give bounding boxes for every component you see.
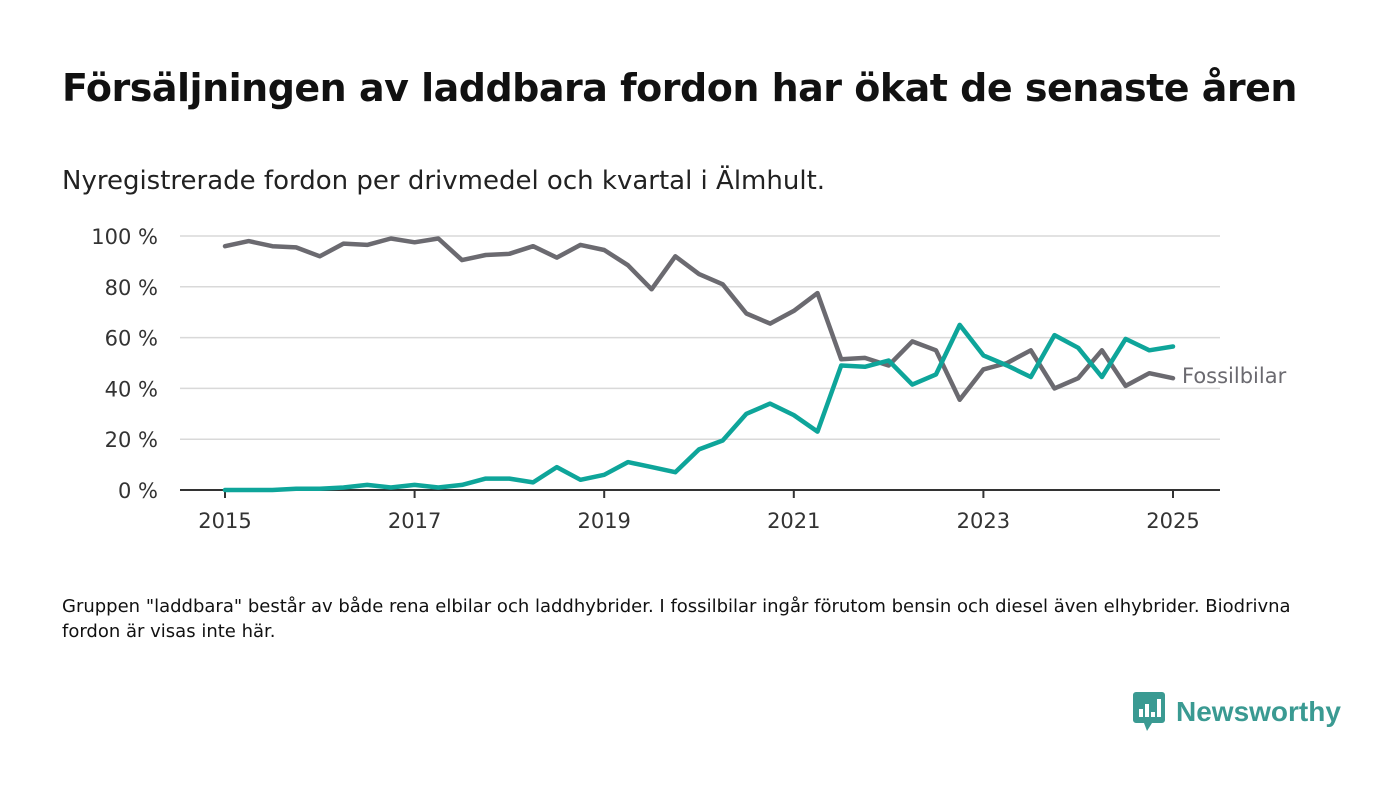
x-tick-label: 2015 [198,509,251,533]
chart-subtitle: Nyregistrerade fordon per drivmedel och … [62,166,826,196]
axes: 0 % 20 % 40 % 60 % 80 % 100 % 2015 2017 2019 2021… [91,225,1220,533]
series-lines [222,236,1176,493]
bar-chart-bubble-icon [1133,692,1165,731]
brand-name: Newsworthy [1176,696,1341,727]
brand-logo: Newsworthy [1132,690,1341,734]
y-tick-label: 20 % [105,428,158,452]
series-labels: Fossilbilar [1182,364,1287,388]
x-tick-label: 2025 [1146,509,1199,533]
x-tick-label: 2017 [388,509,441,533]
grid-lines [180,235,1220,440]
x-tick-label: 2021 [767,509,820,533]
y-tick-label: 100 % [91,225,158,249]
y-tick-label: 0 % [118,479,158,503]
chart-title: Försäljningen av laddbara fordon har öka… [62,66,1297,110]
x-tick-label: 2019 [577,509,630,533]
series-line-fossilbilar [222,236,1176,403]
y-tick-label: 40 % [105,377,158,401]
series-label: Fossilbilar [1182,364,1287,388]
y-tick-label: 80 % [105,276,158,300]
footnote: Gruppen "laddbara" består av både rena e… [62,596,1291,642]
x-tick-label: 2023 [957,509,1010,533]
line-chart: 0 % 20 % 40 % 60 % 80 % 100 % 2015 2017 2019 2021… [91,225,1287,533]
series-line-laddbara [222,322,1176,493]
y-tick-label: 60 % [105,327,158,351]
